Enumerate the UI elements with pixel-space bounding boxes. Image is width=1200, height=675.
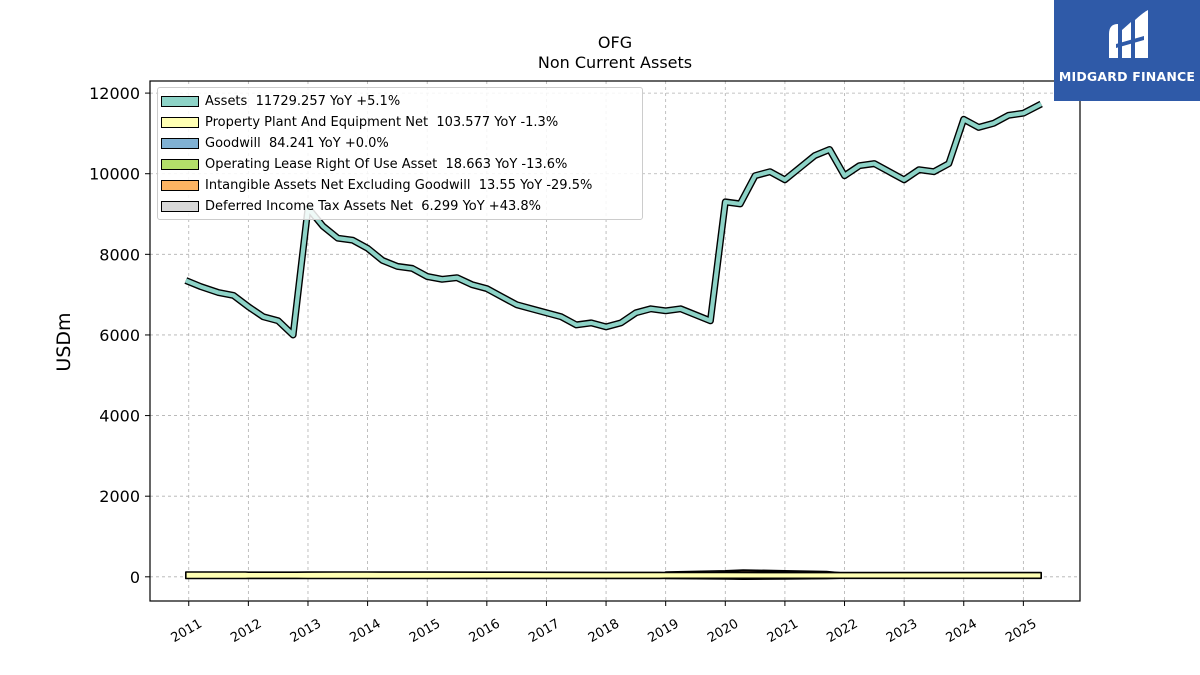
x-tick-label: 2019 (646, 616, 682, 646)
series-assets (185, 102, 1043, 338)
x-tick-label: 2021 (765, 616, 801, 646)
y-tick-label: 8000 (99, 245, 140, 264)
legend-item: Goodwill 84.241 YoY +0.0% (158, 133, 389, 153)
brand-logo: MIDGARD FINANCE (1054, 0, 1200, 101)
legend: Assets 11729.257 YoY +5.1% Property Plan… (157, 87, 643, 220)
legend-swatch (161, 200, 199, 212)
y-tick-label: 2000 (99, 487, 140, 506)
plot-area (184, 100, 1043, 581)
x-tick-label: 2020 (705, 616, 741, 646)
legend-label: Goodwill 84.241 YoY +0.0% (205, 135, 389, 151)
legend-item: Property Plant And Equipment Net 103.577… (158, 112, 558, 132)
legend-item: Deferred Income Tax Assets Net 6.299 YoY… (158, 196, 541, 216)
legend-label: Property Plant And Equipment Net 103.577… (205, 114, 559, 130)
x-tick-label: 2013 (288, 616, 324, 646)
chart-subtitle: Non Current Assets (537, 53, 693, 72)
brand-logo-mark (1109, 10, 1148, 58)
x-tick-label: 2016 (467, 616, 503, 646)
legend-swatch (161, 179, 199, 191)
brand-logo-text: MIDGARD FINANCE (1058, 69, 1196, 84)
legend-item: Operating Lease Right Of Use Asset 18.66… (158, 154, 567, 174)
legend-label: Assets 11729.257 YoY +5.1% (205, 93, 401, 109)
x-tick-label: 2011 (169, 616, 205, 646)
legend-item: Assets 11729.257 YoY +5.1% (158, 91, 400, 111)
series-property-plant-and-equipment-net (185, 571, 1042, 580)
x-tick-label: 2015 (407, 616, 443, 646)
x-tick-label: 2017 (526, 616, 562, 646)
legend-swatch (161, 95, 199, 107)
chart-title: OFG (597, 33, 633, 52)
x-tick-label: 2014 (347, 616, 383, 646)
legend-label: Operating Lease Right Of Use Asset 18.66… (205, 156, 568, 172)
y-axis-label: USDm (53, 312, 75, 371)
legend-label: Deferred Income Tax Assets Net 6.299 YoY… (205, 198, 541, 214)
x-tick-label: 2018 (586, 616, 622, 646)
grid (150, 81, 1080, 601)
x-tick-label: 2024 (944, 616, 980, 646)
y-tick-label: 6000 (99, 326, 140, 345)
y-tick-label: 10000 (89, 165, 140, 184)
legend-swatch (161, 137, 199, 149)
y-tick-label: 12000 (89, 84, 140, 103)
legend-label: Intangible Assets Net Excluding Goodwill… (205, 177, 593, 193)
legend-swatch (161, 116, 199, 128)
legend-swatch (161, 158, 199, 170)
x-tick-label: 2012 (228, 616, 264, 646)
y-tick-label: 4000 (99, 407, 140, 426)
legend-item: Intangible Assets Net Excluding Goodwill… (158, 175, 592, 195)
x-tick-label: 2022 (824, 616, 860, 646)
x-tick-label: 2025 (1003, 616, 1039, 646)
y-tick-label: 0 (130, 568, 140, 587)
plot-frame (149, 80, 1081, 602)
x-tick-label: 2023 (884, 616, 920, 646)
